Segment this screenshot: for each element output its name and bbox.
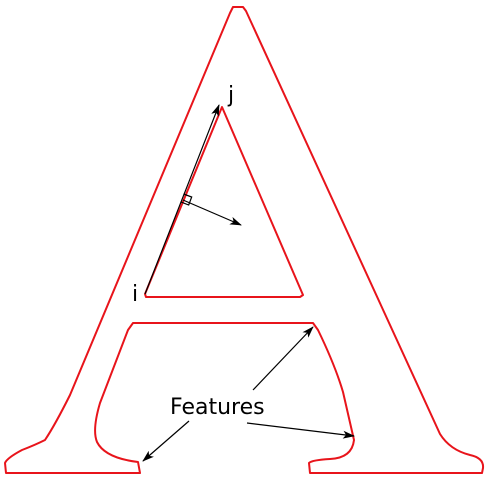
- vertex-label-j: j: [227, 83, 234, 108]
- feature-arrow-bottom-right: [246, 422, 355, 439]
- edge-vector-arrow: [144, 104, 220, 295]
- letter-a-outer-outline: [4, 6, 485, 474]
- vertex-label-i: i: [132, 282, 138, 307]
- letter-a-inner-triangle: [144, 106, 304, 298]
- right-angle-marker: [180, 193, 193, 206]
- features-label: Features: [170, 395, 265, 420]
- normal-vector-arrow: [182, 199, 242, 226]
- feature-arrow-top-right: [252, 326, 314, 391]
- feature-arrow-bottom-left: [142, 420, 190, 462]
